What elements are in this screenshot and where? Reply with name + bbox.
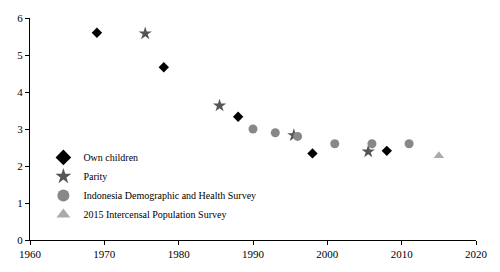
svg-text:4: 4 <box>17 86 23 98</box>
svg-text:1: 1 <box>17 197 23 209</box>
svg-text:2000: 2000 <box>316 248 339 260</box>
svg-text:2015 Intercensal Population Su: 2015 Intercensal Population Survey <box>83 209 226 220</box>
svg-text:1980: 1980 <box>168 248 191 260</box>
svg-text:2020: 2020 <box>465 248 488 260</box>
svg-text:Parity: Parity <box>83 171 107 182</box>
svg-text:Own children: Own children <box>83 152 138 163</box>
svg-text:Indonesia Demographic and Heal: Indonesia Demographic and Health Survey <box>83 190 256 201</box>
svg-text:6: 6 <box>17 12 23 24</box>
svg-text:2: 2 <box>17 160 23 172</box>
svg-text:1990: 1990 <box>242 248 265 260</box>
svg-text:1960: 1960 <box>19 248 42 260</box>
svg-text:2010: 2010 <box>391 248 414 260</box>
svg-text:1970: 1970 <box>93 248 116 260</box>
svg-text:3: 3 <box>17 123 23 135</box>
svg-text:5: 5 <box>17 49 23 61</box>
svg-text:0: 0 <box>17 234 23 246</box>
